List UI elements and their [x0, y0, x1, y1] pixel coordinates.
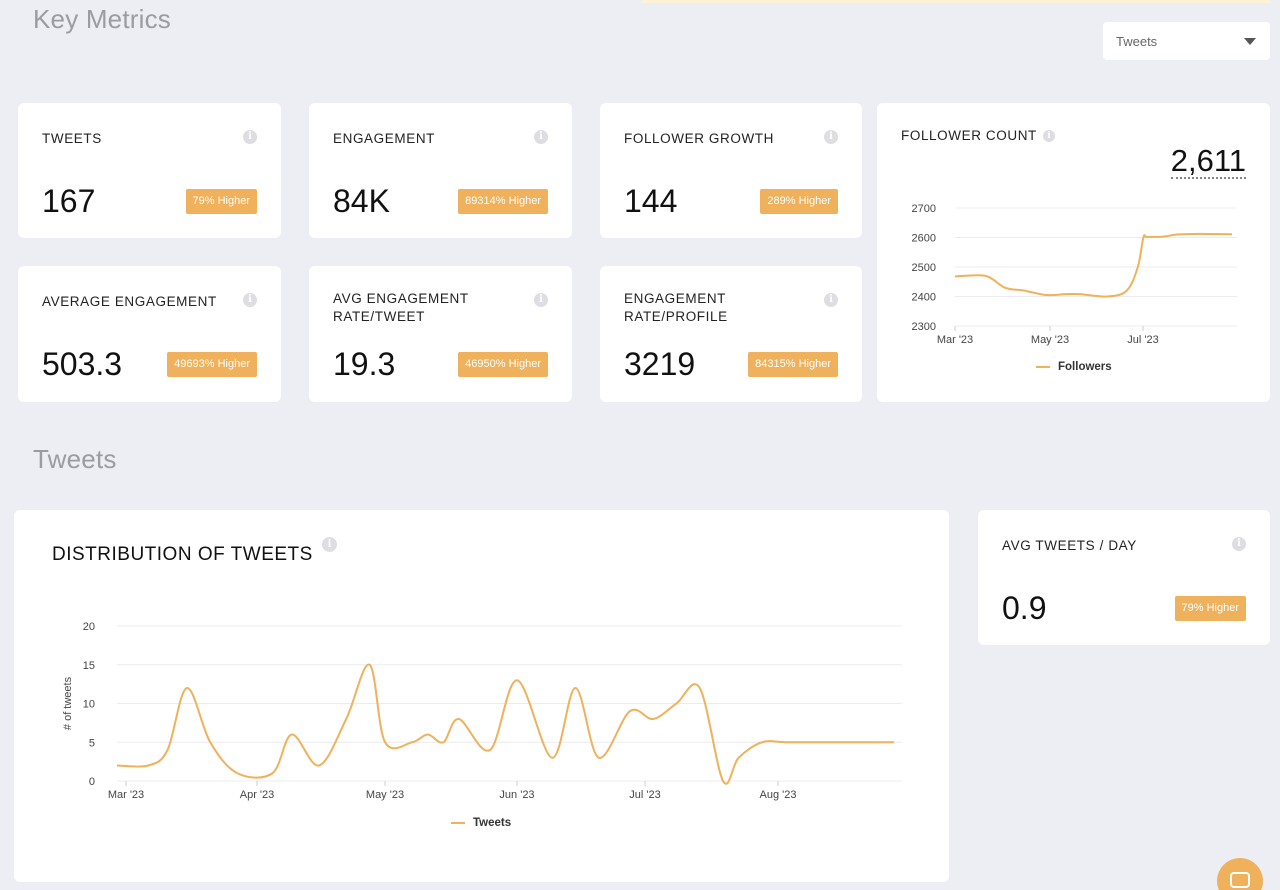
metric-value: 3219 — [624, 346, 696, 382]
comparison-badge: 289% Higher — [760, 189, 838, 214]
dropdown-selected-value: Tweets — [1116, 33, 1158, 49]
info-icon[interactable]: i — [824, 130, 838, 144]
metric-card-avg-engagement-rate-tweet: AVG ENGAGEMENT RATE/TWEET i 19.3 46950% … — [309, 266, 572, 402]
metric-label: TWEETS — [42, 131, 102, 146]
metric-label: FOLLOWER GROWTH — [624, 131, 774, 146]
x-tick-label: Jul '23 — [1127, 334, 1158, 346]
follower-count-value: 2,611 — [1170, 143, 1246, 179]
distribution-title: DISTRIBUTION OF TWEETS — [52, 544, 313, 565]
y-tick-label: 10 — [83, 699, 95, 711]
y-tick-label: 2500 — [912, 262, 936, 274]
distribution-chart: 0 5 10 15 20 Mar '23 Apr '23 May '23 Jun '23 Jul … — [62, 621, 902, 801]
metric-type-dropdown[interactable]: Tweets — [1103, 22, 1270, 60]
metric-label: ENGAGEMENT RATE/PROFILE — [624, 291, 728, 324]
series-line-tweets — [116, 663, 894, 785]
legend-label-tweets: Tweets — [473, 817, 512, 829]
info-icon[interactable]: i — [534, 130, 548, 144]
y-tick-label: 15 — [83, 660, 95, 672]
distribution-of-tweets-card: DISTRIBUTION OF TWEETS i 0 5 10 15 20 Mar '23… — [14, 510, 949, 882]
metric-card-engagement: ENGAGEMENT i 84K 89314% Higher — [309, 103, 572, 238]
info-icon[interactable]: i — [1043, 130, 1055, 142]
x-tick-label: May '23 — [1031, 334, 1069, 346]
comparison-badge: 79% Higher — [185, 189, 257, 214]
legend-swatch — [1036, 366, 1050, 368]
metric-card-avg-tweets-per-day: AVG TWEETS / DAY i 0.9 79% Higher — [978, 510, 1270, 645]
metric-card-average-engagement: AVERAGE ENGAGEMENT i 503.3 49693% Higher — [18, 266, 281, 402]
section-title-key-metrics: Key Metrics — [33, 4, 172, 34]
section-title-tweets: Tweets — [33, 444, 117, 474]
metric-label: AVG ENGAGEMENT RATE/TWEET — [333, 291, 469, 324]
metric-value: 84K — [333, 183, 390, 219]
x-tick-label: Mar '23 — [108, 789, 144, 801]
info-icon[interactable]: i — [824, 293, 838, 307]
info-icon[interactable]: i — [322, 537, 337, 552]
metric-value: 19.3 — [333, 346, 396, 382]
y-tick-label: 0 — [89, 776, 95, 788]
follower-count-chart: 2300 2400 2500 2600 2700 Mar '23 May '23 Jul '2… — [912, 203, 1237, 346]
y-tick-label: 5 — [89, 737, 95, 749]
chat-support-button[interactable] — [1217, 858, 1263, 890]
info-icon[interactable]: i — [534, 293, 548, 307]
metric-value: 0.9 — [1002, 590, 1047, 626]
metric-value: 167 — [42, 183, 96, 219]
y-axis-label: # of tweets — [62, 676, 74, 730]
top-banner-strip — [642, 0, 1270, 3]
x-tick-label: Mar '23 — [937, 334, 973, 346]
chart-legend[interactable]: Followers — [1036, 361, 1112, 373]
y-tick-label: 2400 — [912, 292, 936, 304]
y-tick-label: 2600 — [912, 233, 936, 245]
metric-card-engagement-rate-profile: ENGAGEMENT RATE/PROFILE i 3219 84315% Hi… — [600, 266, 862, 402]
metric-value: 144 — [624, 183, 678, 219]
comparison-badge: 49693% Higher — [167, 352, 257, 377]
chart-legend[interactable]: Tweets — [451, 817, 511, 829]
metric-card-follower-growth: FOLLOWER GROWTH i 144 289% Higher — [600, 103, 862, 238]
x-tick-label: May '23 — [366, 789, 404, 801]
x-tick-label: Apr '23 — [240, 789, 275, 801]
x-tick-label: Aug '23 — [760, 789, 797, 801]
y-tick-label: 20 — [83, 621, 95, 633]
metric-value: 503.3 — [42, 346, 123, 382]
x-tick-label: Jul '23 — [629, 789, 660, 801]
y-tick-label: 2700 — [912, 203, 936, 215]
info-icon[interactable]: i — [243, 130, 257, 144]
y-tick-label: 2300 — [912, 321, 936, 333]
chat-icon — [1230, 872, 1250, 888]
comparison-badge: 89314% Higher — [458, 189, 548, 214]
series-line-followers — [954, 232, 1233, 298]
caret-down-icon — [1244, 37, 1256, 45]
comparison-badge: 46950% Higher — [458, 352, 548, 377]
metric-label: AVERAGE ENGAGEMENT — [42, 294, 217, 309]
legend-swatch — [451, 822, 465, 824]
comparison-badge: 79% Higher — [1174, 596, 1246, 621]
follower-count-title: FOLLOWER COUNT — [901, 128, 1037, 143]
follower-count-card: FOLLOWER COUNT i 2,611 2300 2400 2500 2600 2… — [877, 103, 1270, 402]
legend-label-followers: Followers — [1058, 361, 1112, 373]
metric-label: AVG TWEETS / DAY — [1002, 538, 1137, 553]
info-icon[interactable]: i — [243, 293, 257, 307]
x-tick-label: Jun '23 — [499, 789, 534, 801]
comparison-badge: 84315% Higher — [748, 352, 838, 377]
metric-card-tweets: TWEETS i 167 79% Higher — [18, 103, 281, 238]
info-icon[interactable]: i — [1232, 537, 1246, 551]
metric-label: ENGAGEMENT — [333, 131, 436, 146]
